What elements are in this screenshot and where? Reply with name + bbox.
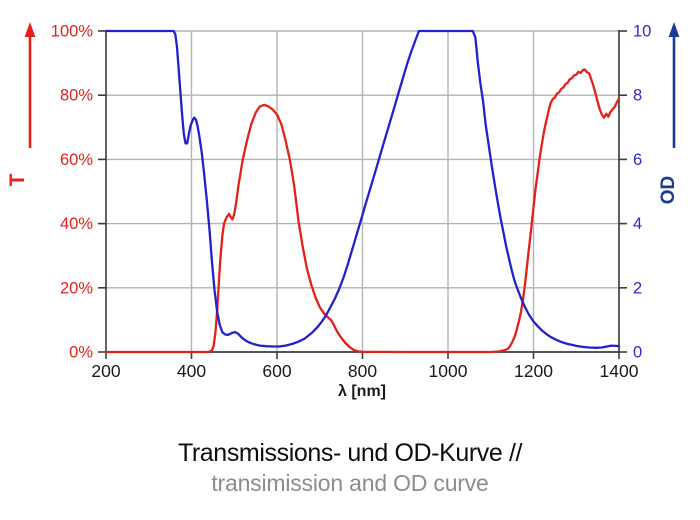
x-tick-label: 600 — [262, 361, 291, 381]
x-tick-label: 1400 — [600, 361, 639, 381]
spectral-chart: 0% 20% 40% 60% 80% 100% 0 2 4 6 8 10 200 400 600 800 100… — [6, 22, 680, 400]
y-left-tick-label: 40% — [60, 215, 93, 233]
caption-title-de: Transmissions- und OD-Kurve // — [177, 439, 523, 467]
y-right-tick-label: 8 — [633, 87, 642, 105]
y-left-tick-label: 100% — [51, 23, 94, 41]
y-right-tick-label: 0 — [633, 344, 642, 362]
grid-layer — [106, 30, 620, 352]
y-left-tick-label: 20% — [60, 279, 93, 297]
x-tick-label: 1000 — [429, 361, 468, 381]
up-arrow-icon — [24, 22, 36, 148]
y-right-tick-label: 10 — [633, 23, 651, 41]
x-tick-label: 400 — [177, 361, 206, 381]
y-right-tick-label: 4 — [633, 215, 642, 233]
y-right-tick-label: 6 — [633, 151, 642, 169]
caption-subtitle-en: transimission and OD curve — [211, 470, 489, 497]
t-axis-label: T — [6, 173, 29, 186]
tick-label-layer: 0% 20% 40% 60% 80% 100% 0 2 4 6 8 10 200 400 600 800 100… — [51, 23, 652, 382]
x-axis-label: λ [nm] — [338, 383, 386, 400]
up-arrow-icon — [668, 22, 680, 148]
series-layer — [104, 29, 621, 354]
y-right-tick-label: 2 — [633, 279, 642, 297]
x-tick-label: 800 — [348, 361, 377, 381]
y-left-tick-label: 60% — [60, 151, 93, 169]
x-tick-label: 1200 — [514, 361, 553, 381]
y-left-tick-label: 80% — [60, 87, 93, 105]
od-axis-label: OD — [658, 176, 679, 205]
caption: Transmissions- und OD-Kurve // transimis… — [0, 438, 700, 499]
x-tick-label: 200 — [91, 361, 120, 381]
transmission-curve — [104, 68, 621, 354]
od-curve — [104, 29, 621, 349]
y-left-tick-label: 0% — [69, 344, 93, 362]
